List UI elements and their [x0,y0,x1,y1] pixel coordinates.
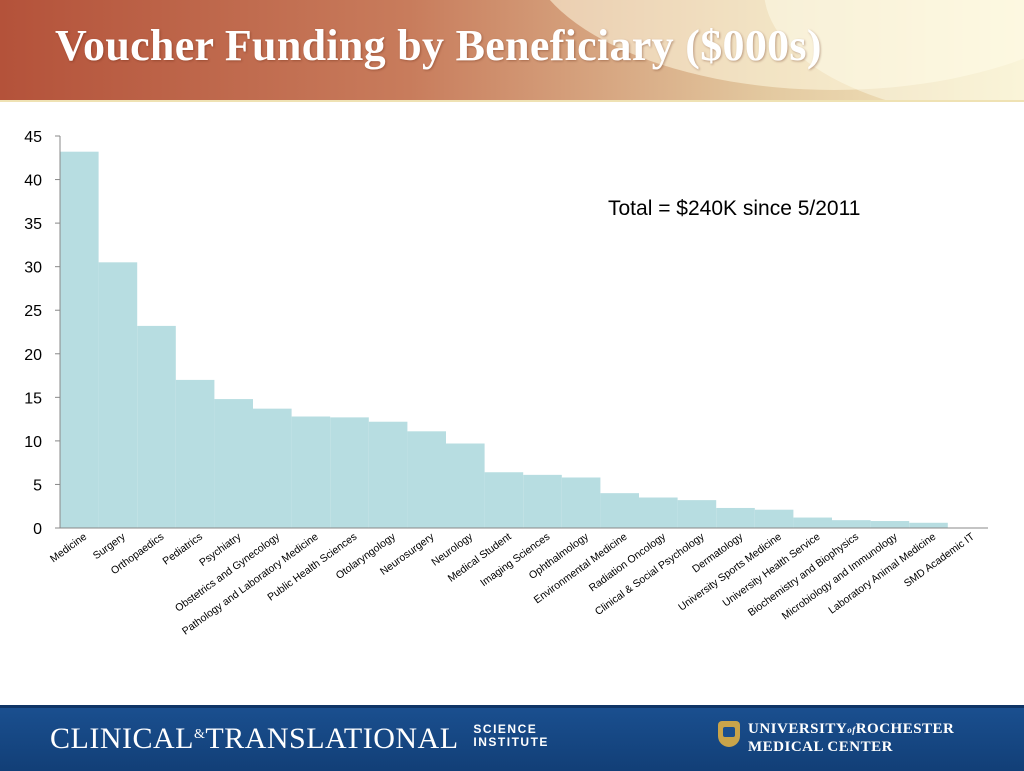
y-tick-label: 40 [24,173,42,190]
bar-surgery [98,262,138,528]
urmc-logo-of: of [847,725,856,735]
x-tick-label: SMD Academic IT [902,530,978,589]
bar-ophthalmology [561,477,601,528]
y-tick-label: 15 [24,390,42,407]
bar-biochemistry-and-biophysics [832,520,871,528]
bar-pediatrics [175,379,215,528]
y-tick-label: 45 [24,129,42,146]
bar-clinical-social-psychology [677,500,717,528]
ctsi-logo-sub-2: INSTITUTE [473,735,549,749]
ctsi-logo-sub-1: SCIENCE [473,722,538,736]
ctsi-logo-ampersand: & [193,727,206,742]
y-axis: 0 5 10 15 20 25 30 35 40 45 [24,129,61,538]
bar-medicine [60,151,99,528]
bar-microbiology-and-immunology [870,521,910,528]
bar-psychiatry [214,399,253,528]
y-tick-label: 30 [24,260,42,277]
urmc-logo: UNIVERSITYofROCHESTER MEDICAL CENTER [718,721,954,756]
y-tick-label: 0 [33,521,42,538]
bar-radiation-oncology [639,497,678,528]
urmc-logo-line1b: ROCHESTER [855,721,955,737]
bar-medical-student [484,472,524,528]
bar-laboratory-animal-medicine [909,522,948,528]
urmc-logo-text: UNIVERSITYofROCHESTER MEDICAL CENTER [748,721,954,756]
university-seal-icon [718,721,740,747]
chart-annotation: Total = $240K since 5/2011 [608,197,861,220]
urmc-logo-line1a: UNIVERSITY [748,721,848,737]
bar-obstetrics-and-gynecology [253,408,292,528]
header-divider [0,100,1024,102]
bar-series [60,151,948,528]
y-tick-label: 5 [33,477,42,494]
x-axis: Medicine SurgeryOrthopaedicsPediatricsPsy… [48,527,988,638]
slide-footer: CLINICAL&TRANSLATIONAL SCIENCE INSTITUTE … [0,705,1024,771]
y-tick-label: 10 [24,434,42,451]
bar-pathology-and-laboratory-medicine [291,416,331,528]
urmc-logo-line2: MEDICAL CENTER [748,739,893,755]
y-tick-label: 25 [24,303,42,320]
bar-otolaryngology [368,421,408,528]
slide-header: Voucher Funding by Beneficiary ($000s) [0,0,1024,100]
y-tick-label: 35 [24,216,42,233]
bar-environmental-medicine [600,493,639,528]
ctsi-logo-subtitle: SCIENCE INSTITUTE [473,723,549,749]
slide-title: Voucher Funding by Beneficiary ($000s) [55,21,822,70]
bar-neurology [446,443,485,528]
bar-dermatology [716,507,755,528]
ctsi-logo-text-1: CLINICAL [50,722,194,755]
ctsi-logo: CLINICAL&TRANSLATIONAL SCIENCE INSTITUTE [50,722,549,756]
ctsi-logo-text-2: TRANSLATIONAL [205,722,458,755]
x-tick-label: Imaging Sciences [478,531,552,589]
bar-chart: 0 5 10 15 20 25 30 35 40 45 Medicine SurgeryOrthop… [24,129,988,638]
bar-neurosurgery [407,431,446,528]
bar-orthopaedics [137,325,176,528]
bar-imaging-sciences [523,474,562,528]
bar-public-health-sciences [330,417,369,528]
bar-university-sports-medicine [754,509,794,528]
y-tick-label: 20 [24,347,42,364]
bar-university-health-service [793,517,832,528]
x-tick-label: Medicine [48,531,89,566]
